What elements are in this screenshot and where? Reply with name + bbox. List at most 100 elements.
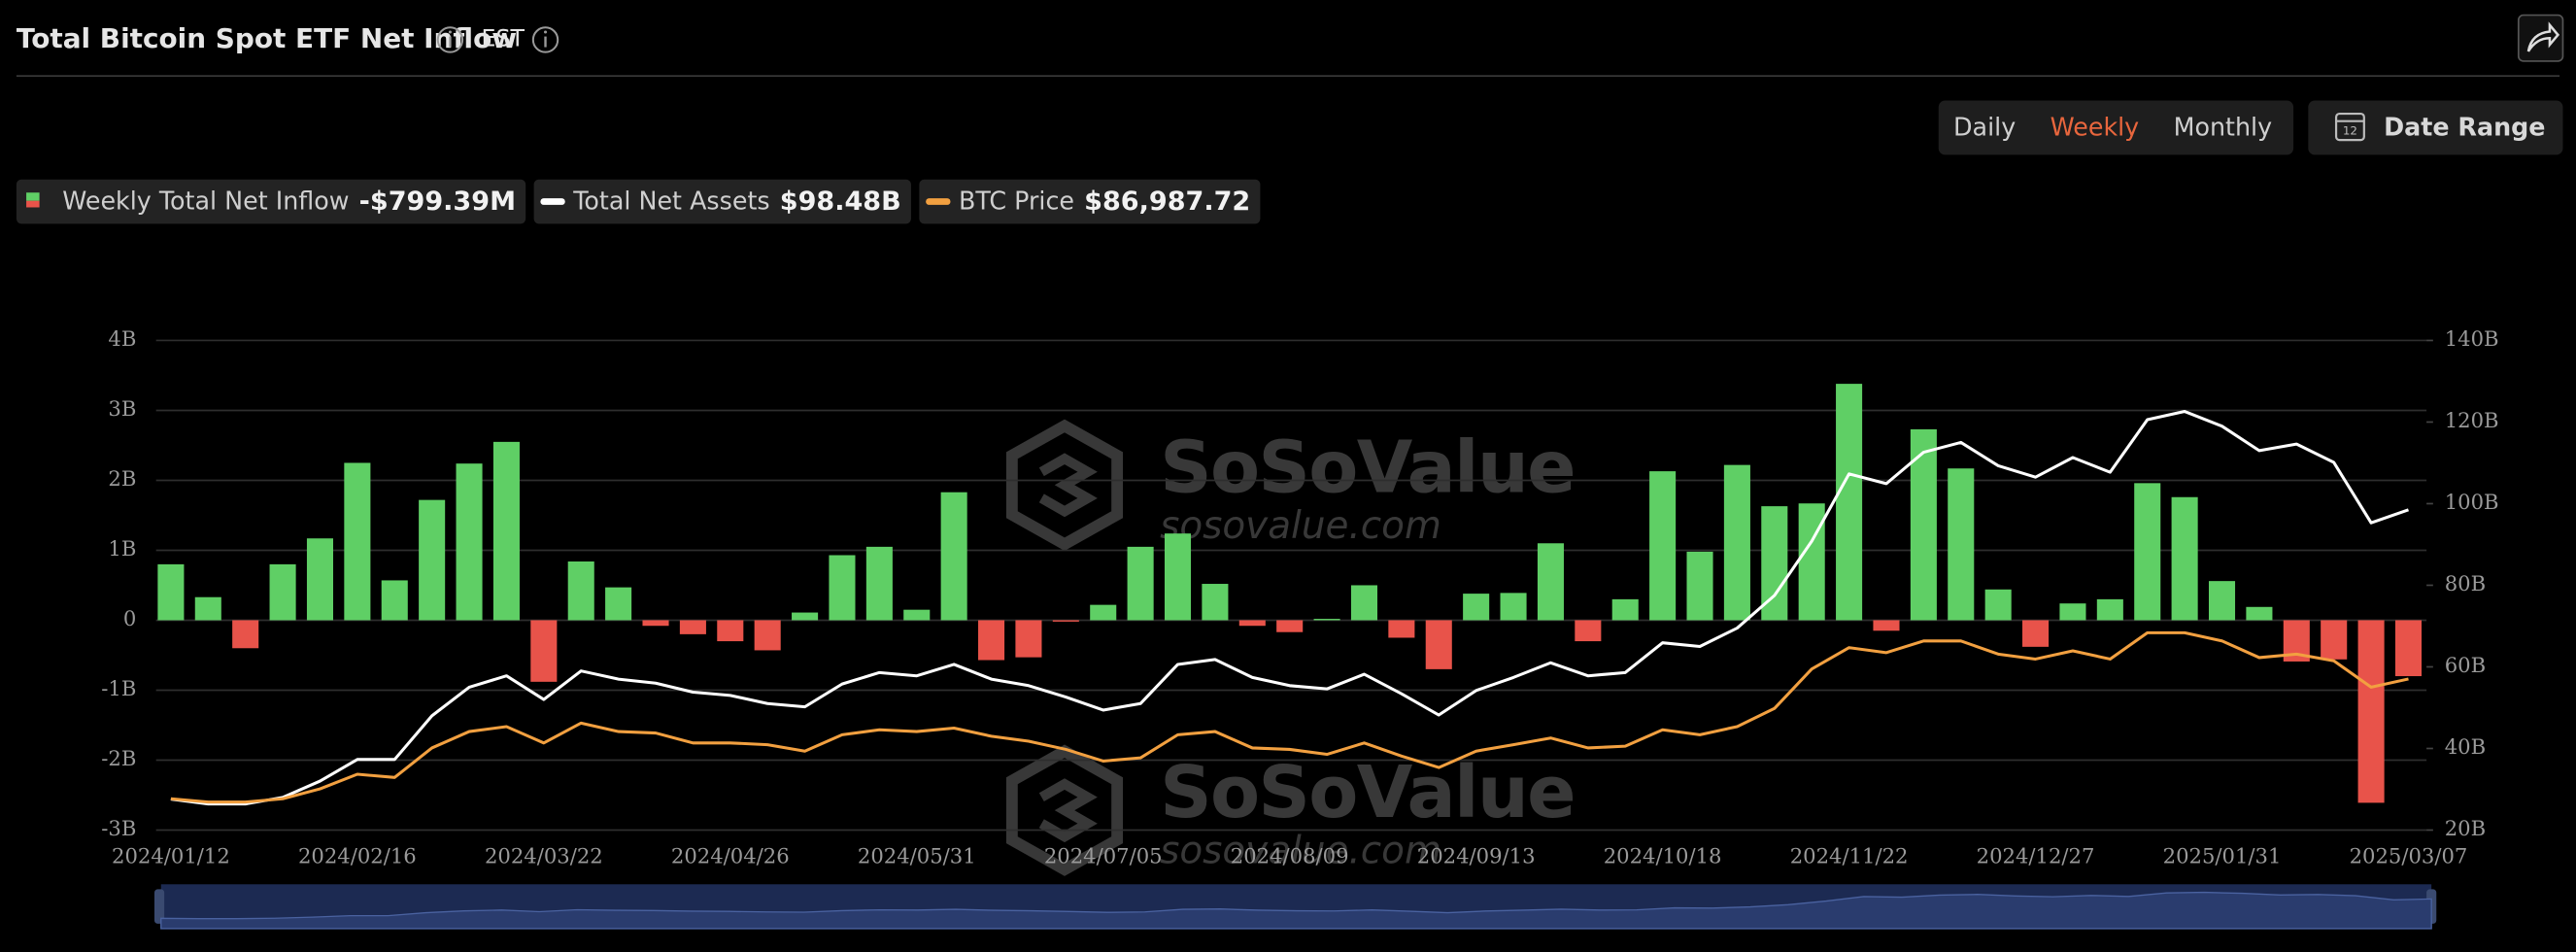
x-tick-label: 2025/03/07 [2350,844,2468,868]
x-tick-label: 2024/10/18 [1604,844,1722,868]
watermark-logo [1038,453,1098,518]
bar [419,499,446,621]
bar [1910,428,1937,621]
info-icon[interactable] [531,26,559,53]
watermark-site: sosovalue.com [1160,504,1441,548]
bar [1575,620,1602,642]
bar [157,563,185,621]
bar [1836,384,1863,621]
y2-tick-label: 140B [2445,326,2499,351]
bar [1611,598,1639,621]
bar [344,462,371,621]
watermark-logo [1038,778,1098,843]
x-tick-label: 2024/01/12 [112,844,230,868]
y2-tick-label: 40B [2445,734,2486,759]
legend-pill [16,179,526,224]
period-button[interactable]: Daily [1953,112,2016,141]
y2-tick-label: 120B [2445,408,2499,432]
legend-pill [533,179,911,224]
bar [940,492,967,621]
watermark-site: sosovalue.com [1160,830,1441,873]
bar [2394,620,2423,677]
period-button[interactable]: Weekly [2051,112,2140,141]
bar [1350,585,1378,621]
x-tick-label: 2024/07/05 [1044,844,1163,868]
bar [456,463,483,621]
legend-label: BTC Price [959,186,1074,215]
bar [1537,543,1564,621]
y-tick-label: -1B [101,676,136,700]
x-tick-label: 2024/09/13 [1417,844,1536,868]
legend-value: -$799.39M [359,187,516,217]
y-tick-label: 2B [108,466,136,491]
bar [306,538,334,621]
x-tick-label: 2024/05/31 [858,844,976,868]
x-tick-label: 2024/12/27 [1977,844,2095,868]
bar [1127,546,1154,621]
legend-swatch [26,192,40,201]
bar [829,555,856,621]
legend-label: Total Net Assets [572,186,769,215]
bar [567,561,594,621]
x-tick-label: 2024/11/22 [1790,844,1909,868]
bar [2246,606,2273,621]
bar [1723,464,1750,621]
bar [1984,589,2012,621]
bar [1313,619,1340,621]
line [170,410,2409,806]
watermark-logo [1005,744,1124,876]
y-tick-label: 4B [108,326,136,351]
bar [2022,620,2050,647]
bar [642,620,669,627]
bar [2096,598,2123,621]
x-tick-label: 2024/02/16 [298,844,417,868]
bar [381,580,408,621]
legend-value: $98.48B [780,187,901,217]
bar [1425,620,1452,669]
y-tick-label: 0 [123,606,136,630]
y-tick-label: 3B [108,396,136,421]
x-tick-label: 2024/03/22 [485,844,603,868]
bar [792,612,819,621]
bar [1463,594,1490,621]
legend-item[interactable]: Weekly Total Net Inflow -$799.39M [16,179,526,224]
bar [1015,620,1042,658]
bar [1873,620,1900,631]
y2-tick-label: 20B [2445,816,2486,840]
info-icon[interactable] [436,26,464,53]
share-button[interactable] [2517,14,2564,62]
bar [1649,471,1677,621]
y-tick-label: -3B [101,816,136,840]
bar [1948,468,1975,621]
period-switch [1938,100,2294,155]
bar [1090,604,1117,621]
bar [1202,584,1229,621]
legend-item[interactable]: Total Net Assets $98.48B [533,179,911,224]
bar [1686,551,1713,621]
bar [605,587,632,621]
bar [1500,593,1527,621]
legend-item[interactable]: BTC Price $86,987.72 [919,179,1261,224]
legend-value: $86,987.72 [1084,187,1250,217]
navigator-handle[interactable] [153,889,165,924]
bar [1052,620,1079,622]
bar [717,620,744,642]
date-range-label: Date Range [2384,112,2545,141]
legend-swatch [26,200,40,208]
x-tick-label: 2024/04/26 [671,844,790,868]
bar [232,620,259,649]
period-button[interactable]: Monthly [2174,112,2273,141]
date-range-button[interactable]: 12 Date Range [2308,100,2563,155]
navigator-area [160,891,2432,930]
y2-tick-label: 100B [2445,490,2499,514]
bar [2171,496,2198,621]
y-tick-label: -2B [101,746,136,770]
bar [1238,620,1266,627]
watermark-logo [1005,419,1124,551]
bar [1276,620,1304,632]
timezone: EST [482,24,525,51]
bar [269,563,296,621]
